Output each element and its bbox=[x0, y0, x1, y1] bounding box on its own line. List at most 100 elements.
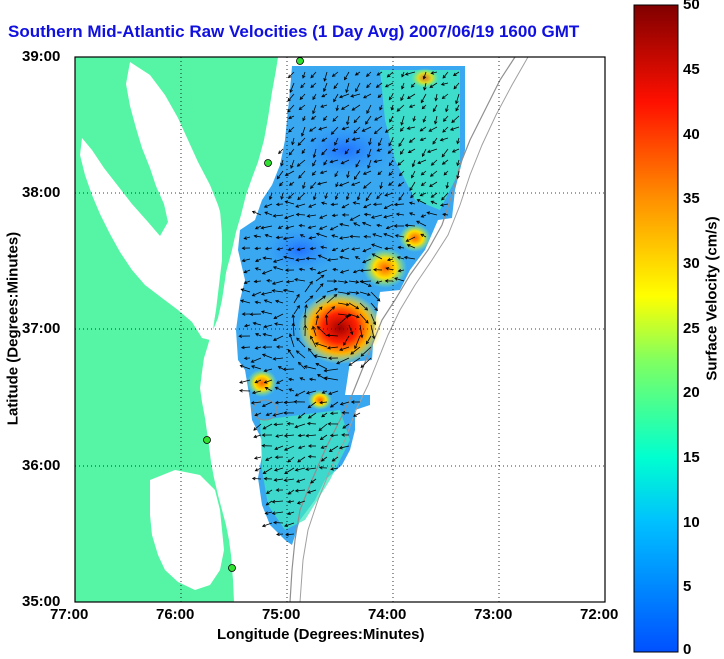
velocity-arrow bbox=[309, 236, 317, 239]
velocity-arrow bbox=[340, 269, 350, 273]
velocity-arrowhead bbox=[385, 225, 390, 230]
velocity-arrowhead bbox=[401, 73, 405, 78]
velocity-arrow bbox=[327, 346, 339, 349]
velocity-arrowhead bbox=[429, 173, 434, 177]
velocity-arrow bbox=[264, 379, 273, 384]
velocity-arrow bbox=[351, 104, 361, 111]
velocity-arrow bbox=[401, 71, 405, 77]
velocity-arrow bbox=[263, 324, 273, 328]
velocity-arrow bbox=[273, 258, 284, 263]
velocity-arrowhead bbox=[347, 313, 352, 318]
velocity-arrow bbox=[266, 500, 273, 506]
velocity-arrowhead bbox=[334, 196, 339, 200]
velocity-arrowhead bbox=[311, 172, 316, 176]
velocity-arrow bbox=[431, 200, 438, 205]
velocity-arrowhead bbox=[308, 236, 313, 240]
velocity-arrowhead bbox=[277, 225, 282, 229]
velocity-arrow bbox=[293, 294, 300, 304]
velocity-arrow bbox=[406, 236, 416, 242]
velocity-arrowhead bbox=[455, 107, 459, 112]
velocity-arrow bbox=[376, 82, 383, 88]
velocity-arrow bbox=[255, 346, 262, 349]
velocity-arrowhead bbox=[376, 195, 380, 200]
velocity-arrow bbox=[341, 247, 350, 252]
x-tick-label: 74:00 bbox=[368, 606, 407, 623]
velocity-arrowhead bbox=[319, 283, 324, 287]
velocity-arrowhead bbox=[407, 95, 411, 100]
x-tick-label: 77:00 bbox=[50, 606, 89, 623]
velocity-arrowhead bbox=[340, 106, 345, 110]
velocity-arrowhead bbox=[299, 234, 304, 238]
velocity-arrow bbox=[275, 434, 284, 437]
velocity-arrowhead bbox=[271, 499, 276, 504]
velocity-arrow bbox=[264, 203, 273, 208]
velocity-arrowhead bbox=[321, 390, 326, 394]
slow-zone-north bbox=[290, 120, 400, 180]
velocity-arrowhead bbox=[383, 233, 388, 237]
velocity-arrowhead bbox=[366, 110, 370, 114]
velocity-arrowhead bbox=[398, 143, 402, 147]
velocity-arrow bbox=[304, 365, 317, 370]
velocity-arrowhead bbox=[345, 315, 349, 319]
velocity-arrowhead bbox=[374, 117, 378, 121]
velocity-arrow bbox=[255, 258, 262, 262]
velocity-arrowhead bbox=[288, 182, 293, 186]
velocity-arrow bbox=[376, 192, 383, 199]
velocity-arrow bbox=[374, 115, 383, 121]
velocity-arrow bbox=[240, 365, 251, 370]
velocity-arrow bbox=[262, 354, 273, 359]
velocity-arrow bbox=[274, 478, 284, 481]
velocity-arrowhead bbox=[421, 105, 426, 110]
velocity-arrow bbox=[289, 82, 295, 93]
velocity-arrowhead bbox=[359, 279, 364, 284]
velocity-arrow bbox=[451, 115, 460, 123]
velocity-arrow bbox=[365, 192, 372, 201]
velocity-arrowhead bbox=[456, 162, 460, 167]
colorbar-tick: 40 bbox=[683, 126, 700, 143]
velocity-arrow bbox=[274, 445, 284, 450]
velocity-arrowhead bbox=[323, 117, 327, 121]
velocity-arrowhead bbox=[365, 340, 370, 345]
velocity-arrowhead bbox=[260, 225, 265, 230]
velocity-arrow bbox=[430, 170, 438, 177]
velocity-arrow bbox=[288, 115, 295, 119]
velocity-arrow bbox=[355, 159, 361, 168]
velocity-arrow bbox=[284, 434, 295, 437]
velocity-arrow bbox=[277, 247, 284, 250]
velocity-arrowhead bbox=[273, 315, 278, 319]
velocity-arrowhead bbox=[339, 270, 344, 274]
velocity-arrow bbox=[389, 115, 394, 123]
velocity-arrowhead bbox=[319, 170, 324, 174]
velocity-arrowhead bbox=[298, 106, 303, 111]
velocity-arrowhead bbox=[419, 137, 424, 141]
radar-site-marker bbox=[228, 564, 236, 572]
velocity-arrowhead bbox=[326, 258, 331, 262]
velocity-arrow bbox=[262, 269, 273, 275]
velocity-arrow bbox=[363, 93, 372, 99]
velocity-arrow bbox=[339, 445, 350, 449]
velocity-arrowhead bbox=[375, 280, 380, 284]
velocity-arrowhead bbox=[261, 403, 266, 407]
velocity-arrow bbox=[398, 192, 405, 201]
velocity-arrowhead bbox=[295, 204, 300, 208]
velocity-arrowhead bbox=[272, 259, 277, 263]
colorbar-tick: 25 bbox=[683, 320, 700, 337]
velocity-arrowhead bbox=[240, 288, 245, 292]
radar-site-marker bbox=[264, 159, 272, 167]
velocity-arrowhead bbox=[274, 446, 278, 450]
velocity-arrow bbox=[284, 445, 295, 451]
velocity-arrow bbox=[288, 489, 295, 495]
velocity-arrowhead bbox=[375, 84, 380, 88]
velocity-arrowhead bbox=[276, 247, 281, 251]
velocity-arrow bbox=[380, 181, 383, 189]
velocity-arrow bbox=[315, 315, 319, 326]
velocity-arrow bbox=[366, 104, 372, 114]
velocity-arrowhead bbox=[296, 293, 300, 298]
velocity-arrow bbox=[400, 148, 405, 155]
velocity-arrowhead bbox=[335, 107, 340, 112]
velocity-arrowhead bbox=[297, 361, 302, 366]
velocity-arrowhead bbox=[252, 321, 257, 326]
velocity-arrowhead bbox=[264, 511, 269, 515]
velocity-arrow bbox=[265, 511, 273, 515]
velocity-arrow bbox=[316, 233, 328, 238]
